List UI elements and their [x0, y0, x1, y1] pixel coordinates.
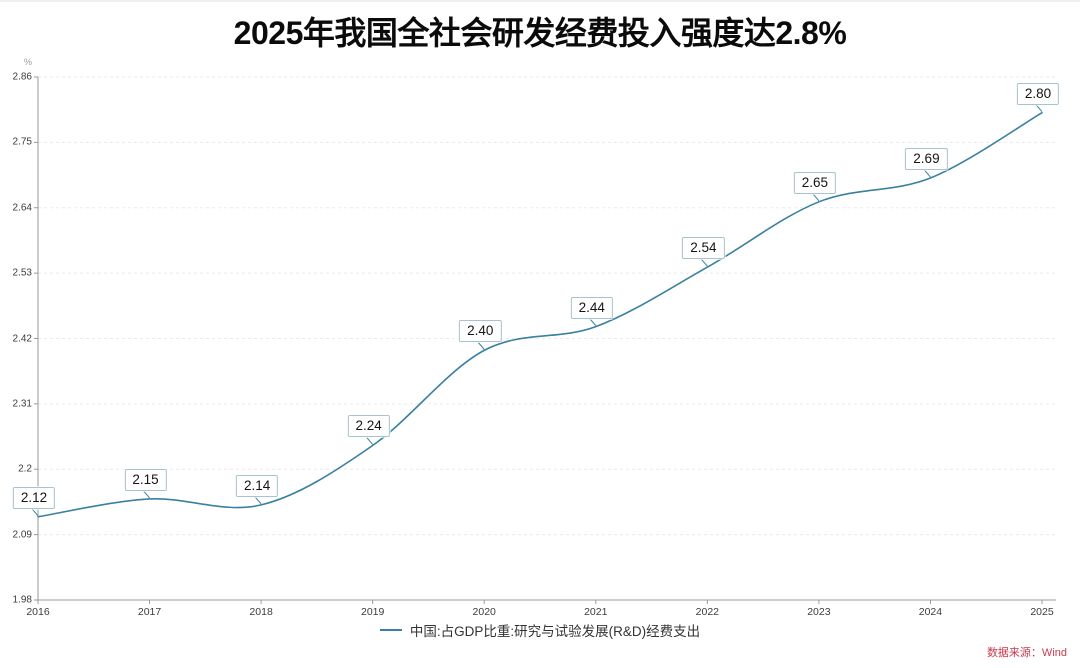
x-axis-tick-label: 2024: [918, 606, 943, 618]
x-axis-tick-label: 2023: [807, 606, 831, 618]
data-label: 2.24: [347, 415, 390, 438]
data-line: [37, 111, 1043, 518]
y-axis-tick-label: 2.53: [12, 267, 32, 279]
x-axis-tick-label: 2020: [472, 606, 496, 618]
data-label: 2.15: [124, 468, 167, 491]
label-leader-line: [1035, 104, 1043, 112]
x-axis-tick-label: 2016: [26, 606, 50, 618]
label-leader-line: [31, 508, 39, 517]
y-axis-tick-label: 2.2: [18, 463, 32, 475]
label-leader-line: [812, 193, 820, 202]
data-label: 2.14: [235, 474, 279, 497]
legend-line-swatch: [379, 629, 402, 631]
y-axis-tick-label: 2.86: [12, 71, 32, 83]
data-label: 2.80: [1016, 82, 1060, 105]
chart-title: 2025年我国全社会研发经费投入强度达2.8%: [233, 15, 847, 51]
data-label: 2.54: [682, 237, 725, 260]
label-leader-line: [254, 496, 262, 505]
legend: 中国:占GDP比重:研究与试验发展(R&D)经费支出: [0, 620, 1080, 640]
x-axis-tick-label: 2025: [1030, 606, 1054, 618]
y-axis-tick-label: 1.98: [12, 594, 32, 606]
data-label: 2.40: [459, 320, 502, 343]
source-note: 数据来源：Wind: [986, 647, 1067, 659]
y-axis-tick-label: 2.42: [12, 333, 32, 344]
x-axis-tick-label: 2019: [360, 606, 385, 618]
x-axis-tick-label: 2018: [249, 606, 273, 618]
label-leader-line: [924, 169, 931, 178]
y-axis-tick-label: 2.64: [12, 202, 32, 214]
y-axis-unit-label: %: [24, 57, 33, 67]
y-axis-tick-label: 2.75: [12, 136, 32, 148]
label-leader-line: [366, 437, 374, 445]
x-axis-tick-label: 2021: [584, 606, 608, 618]
data-label: 2.12: [12, 486, 56, 509]
label-leader-line: [477, 342, 485, 350]
top-edge-divider: [0, 0, 1080, 2]
legend-label: 中国:占GDP比重:研究与试验发展(R&D)经费支出: [409, 624, 701, 639]
label-leader-line: [143, 490, 150, 499]
x-axis-tick-label: 2022: [695, 606, 720, 618]
x-axis-tick-label: 2017: [137, 606, 162, 618]
label-leader-line: [589, 318, 597, 326]
data-label: 2.44: [570, 296, 613, 319]
label-leader-line: [700, 258, 708, 267]
data-label: 2.65: [793, 171, 837, 194]
data-label: 2.69: [905, 148, 948, 171]
y-axis-tick-label: 2.09: [12, 529, 32, 541]
y-axis-tick-label: 2.31: [12, 398, 32, 410]
